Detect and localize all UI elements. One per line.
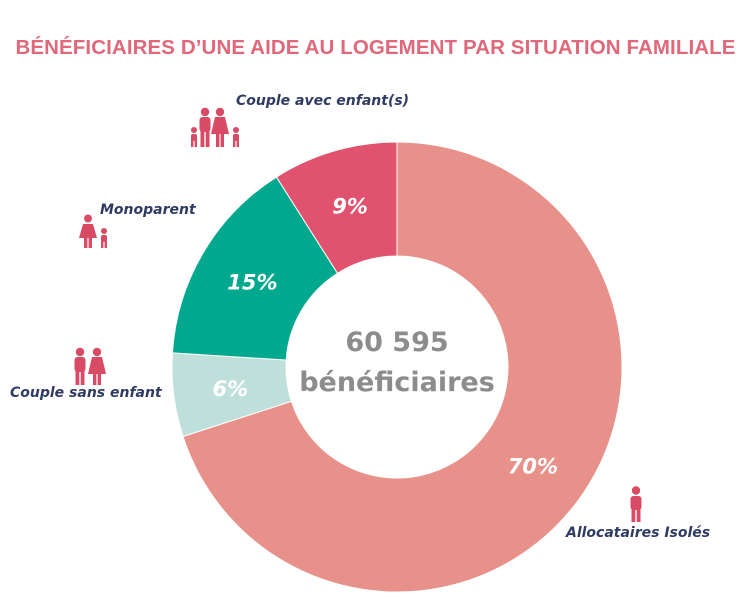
single-person-icon (630, 486, 642, 522)
label-allocataires-isoles: Allocataires Isolés (566, 525, 711, 541)
chart-title: BÉNÉFICIAIRES D’UNE AIDE AU LOGEMENT PAR… (15, 36, 736, 59)
label-couple-avec-enfants: Couple avec enfant(s) (236, 93, 410, 109)
family-icon (191, 107, 239, 147)
pct-label-2: 6% (212, 377, 248, 401)
parent-child-icon (79, 214, 107, 248)
couple-icon (74, 347, 106, 385)
pct-label-1: 70% (508, 455, 558, 479)
pct-label-4: 9% (332, 195, 368, 219)
center-total: 60 595 (345, 327, 448, 358)
label-monoparent: Monoparent (100, 202, 196, 218)
pct-label-3: 15% (227, 270, 277, 294)
center-caption: bénéficiaires (299, 367, 495, 398)
label-couple-sans-enfant: Couple sans enfant (10, 385, 162, 401)
donut-hole (286, 256, 508, 478)
